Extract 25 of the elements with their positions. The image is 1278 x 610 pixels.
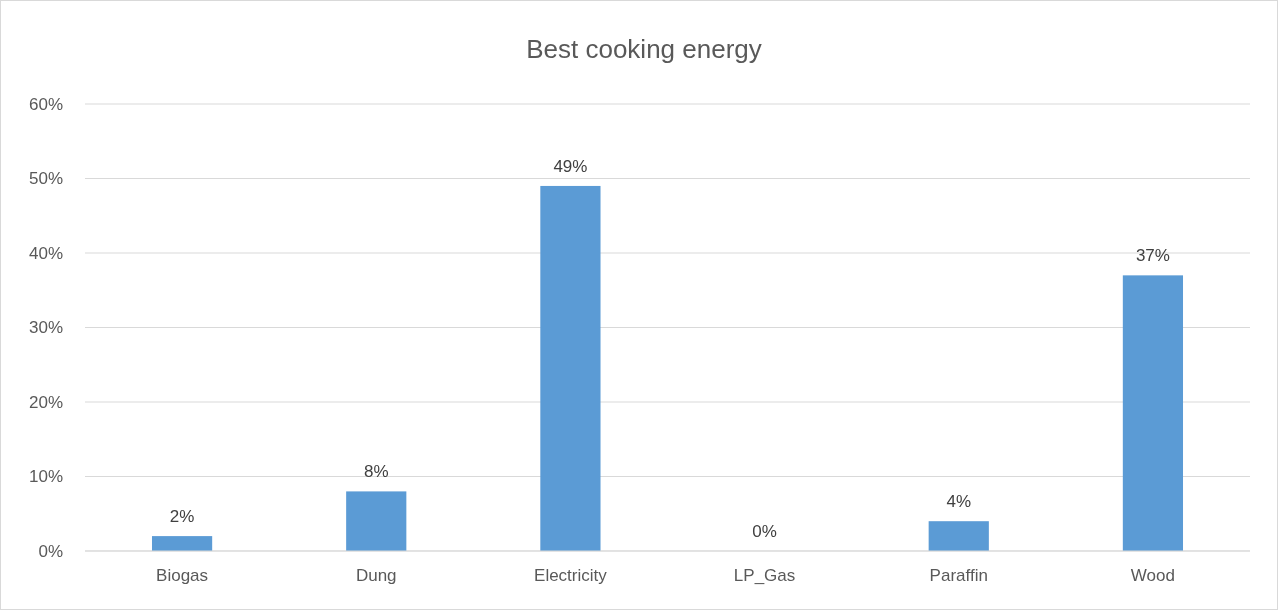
data-label: 8% bbox=[363, 462, 389, 482]
y-tick-label: 20% bbox=[28, 392, 63, 412]
x-tick-label: LP_Gas bbox=[733, 566, 796, 585]
bar bbox=[1122, 275, 1184, 551]
y-tick-label: 40% bbox=[28, 243, 63, 263]
y-tick-label: 0% bbox=[38, 541, 63, 561]
data-label: 0% bbox=[752, 522, 777, 541]
y-tick-label: 60% bbox=[28, 94, 63, 114]
x-tick-label: Wood bbox=[1130, 566, 1175, 585]
y-tick-label: 50% bbox=[28, 169, 63, 189]
data-label: 4% bbox=[946, 492, 972, 512]
x-tick-label: Electricity bbox=[534, 566, 608, 585]
x-tick-label: Biogas bbox=[156, 566, 209, 585]
x-tick-label: Dung bbox=[355, 566, 397, 585]
bar bbox=[540, 185, 601, 551]
data-label: 37% bbox=[1135, 246, 1170, 266]
bar bbox=[346, 491, 407, 551]
data-label: 2% bbox=[169, 507, 195, 527]
y-tick-label: 30% bbox=[28, 318, 63, 338]
bar bbox=[928, 521, 989, 551]
bar bbox=[151, 536, 213, 551]
data-label: 49% bbox=[553, 156, 588, 176]
y-tick-label: 10% bbox=[28, 467, 63, 487]
chart-title: Best cooking energy bbox=[526, 34, 762, 64]
x-tick-label: Paraffin bbox=[929, 566, 988, 585]
